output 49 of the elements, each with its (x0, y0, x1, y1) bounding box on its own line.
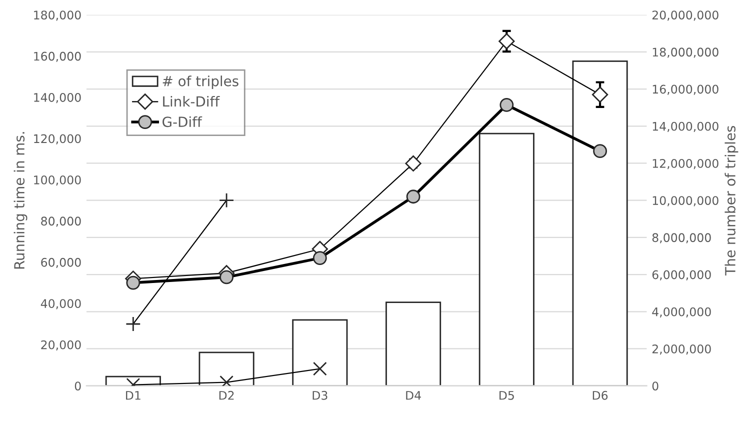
y2-tick-label: 12,000,000 (652, 158, 718, 170)
point (593, 144, 607, 158)
bar (386, 302, 442, 386)
y2-tick-label: 20,000,000 (652, 10, 718, 21)
x-tick-label: D2 (219, 390, 234, 400)
point (312, 251, 327, 265)
y2-tick-label: 0 (652, 382, 658, 390)
y-tick-label: 100,000 (34, 175, 81, 186)
y2-tick-label: 6,000,000 (652, 270, 711, 280)
bar (478, 132, 534, 386)
point (220, 270, 234, 284)
point (592, 86, 608, 103)
y-tick-label: 120,000 (34, 134, 81, 144)
x-tick-label: D5 (500, 391, 514, 400)
y2-tick-label: 8,000,000 (652, 233, 711, 244)
x-tick-label: D4 (406, 391, 421, 400)
point (406, 190, 420, 204)
y2-tick-label: 16,000,000 (652, 84, 718, 95)
y-tick-label: 20,000 (41, 340, 81, 350)
y-tick-label: 60,000 (41, 258, 81, 268)
point (126, 316, 141, 332)
y2-tick-label: 2,000,000 (652, 344, 711, 355)
x-tick-label: D3 (312, 390, 328, 400)
y2-tick-label: 14,000,000 (652, 122, 718, 132)
bar (198, 352, 254, 386)
y-tick-label: 0 (74, 382, 81, 390)
x-tick-label: D6 (592, 390, 608, 400)
y2-axis-title: The number of triples (724, 126, 738, 276)
legend-label: G-Diff (162, 116, 202, 128)
x-tick-label: D1 (126, 391, 140, 400)
point (500, 98, 514, 112)
y-tick-label: 180,000 (34, 10, 81, 21)
y2-tick-label: 4,000,000 (652, 307, 711, 318)
y-tick-label: 80,000 (41, 216, 81, 227)
legend-label: Link-Diff (163, 96, 220, 107)
point (498, 33, 515, 50)
point (405, 155, 422, 172)
point (218, 192, 234, 208)
y-tick-label: 140,000 (34, 93, 81, 104)
y2-tick-label: 18,000,000 (652, 48, 718, 58)
legend-label: # of triples (162, 76, 238, 90)
point (126, 276, 140, 290)
y-tick-label: 160,000 (34, 52, 81, 62)
y-tick-label: 40,000 (40, 299, 81, 310)
y-axis-title: Running time in ms. (14, 132, 28, 269)
bar (292, 319, 348, 386)
y2-tick-label: 10,000,000 (652, 196, 718, 206)
point (312, 362, 327, 376)
bar (572, 60, 628, 386)
